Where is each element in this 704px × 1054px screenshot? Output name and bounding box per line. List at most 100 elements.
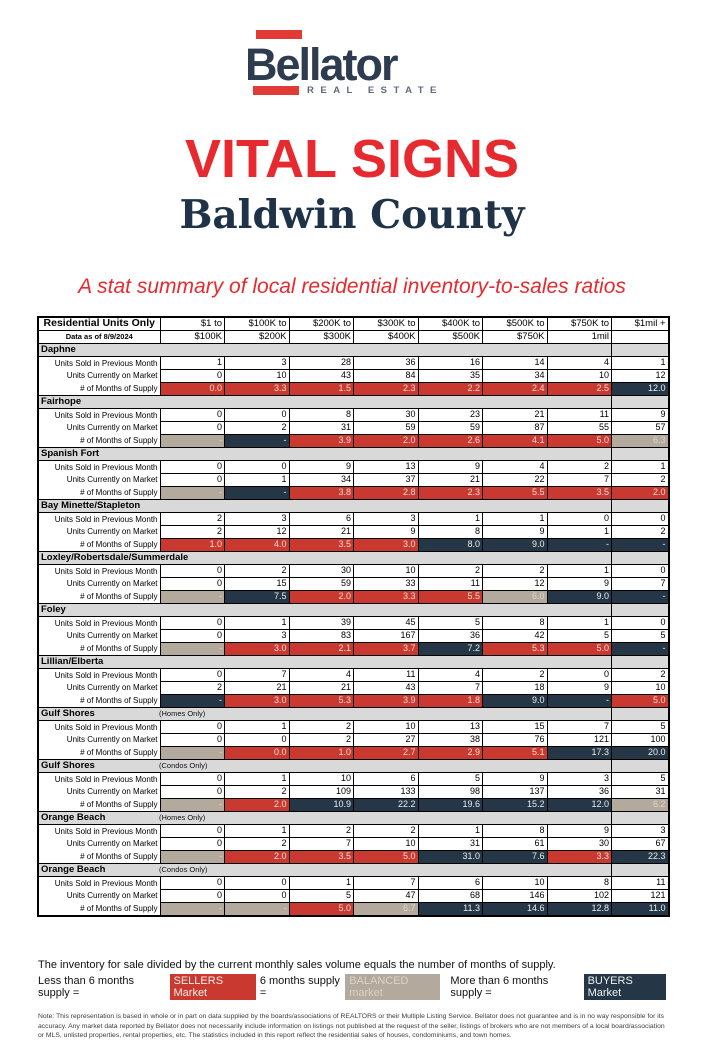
stat-cell: 2	[224, 784, 290, 799]
row-label: Units Currently on Market	[38, 785, 161, 799]
stat-cell: 1	[611, 355, 669, 370]
stat-cell: 1	[224, 472, 290, 487]
stat-cell: 21	[224, 680, 290, 695]
stat-cell: 21	[417, 472, 483, 487]
stat-cell: 42	[482, 628, 548, 643]
stat-cell: 1	[546, 615, 612, 630]
table-row: Units Sold in Previous Month 0 1 2 10 13 15 7 5	[38, 719, 669, 734]
section-name: Spanish Fort	[41, 448, 100, 460]
legend-balanced-prefix: 6 months supply =	[259, 974, 340, 999]
stat-cell: 7	[353, 875, 419, 890]
price-column-header: $1mil +	[611, 316, 669, 331]
row-label: # of Months of Supply	[38, 902, 161, 916]
supply-cell: 4.1	[482, 433, 548, 448]
logo-wordmark: Bellator	[245, 39, 399, 90]
table-row: Units Currently on Market 0 2 7 10 31 61 30 67	[38, 836, 669, 851]
table-row: Units Sold in Previous Month 2 3 6 3 1 1 0 0	[38, 511, 669, 526]
stat-cell: 12	[224, 524, 290, 539]
supply-cell: 8.0	[417, 537, 483, 552]
table-row: # of Months of Supply - -3.8 2.8 2.3 5.5 3.5 2.…	[38, 485, 669, 500]
stat-cell: 5	[546, 628, 612, 643]
section-name: Bay Minette/Stapleton	[41, 500, 141, 512]
table-row: Units Currently on Market 0 0 5 47 68 146 102 12…	[38, 888, 669, 903]
stat-cell: 12	[482, 576, 548, 591]
stat-cell: 9	[546, 680, 612, 695]
section-name: Gulf Shores	[41, 708, 95, 720]
stat-cell: 0	[224, 407, 290, 422]
supply-cell: 2.0	[611, 485, 669, 500]
supply-cell: 3.0	[224, 693, 290, 708]
price-column-header: $500K to	[482, 316, 548, 331]
section-header: Gulf Shores (Homes Only)	[38, 706, 612, 721]
price-column-header-line2: $400K	[353, 329, 419, 344]
stat-cell: 38	[417, 732, 483, 747]
stat-cell: 9	[482, 524, 548, 539]
table-row: Units Sold in Previous Month 0 1 2 2 1 8 9 3	[38, 823, 669, 838]
supply-cell: -	[159, 745, 225, 760]
stat-cell: 11	[417, 576, 483, 591]
supply-cell: 31.0	[417, 849, 483, 864]
supply-cell: 22.2	[353, 797, 419, 812]
supply-cell: 5.3	[288, 693, 354, 708]
stat-cell: 1	[159, 355, 225, 370]
stat-cell: 0	[159, 719, 225, 734]
supply-cell: 1.0	[288, 745, 354, 760]
stat-cell: 22	[482, 472, 548, 487]
stat-cell: 5	[611, 771, 669, 786]
stat-cell: 3	[611, 823, 669, 838]
stat-cell: 9	[417, 459, 483, 474]
supply-cell: 12.0	[611, 381, 669, 396]
sellers-market-badge: SELLERS Market	[169, 973, 256, 1000]
stat-cell: 10	[482, 875, 548, 890]
row-label: Units Sold in Previous Month	[38, 616, 161, 630]
table-row: Units Sold in Previous Month 0 1 10 6 5 9 3 5	[38, 771, 669, 786]
stat-cell: 34	[288, 472, 354, 487]
section-header: Orange Beach (Condos Only)	[38, 862, 612, 877]
row-label: Units Sold in Previous Month	[38, 772, 161, 786]
stat-cell: 15	[482, 719, 548, 734]
supply-definition: The inventory for sale divided by the cu…	[38, 958, 556, 971]
stat-cell: 83	[288, 628, 354, 643]
supply-cell: -	[224, 433, 290, 448]
stat-cell: 2	[482, 667, 548, 682]
stat-cell: 36	[353, 355, 419, 370]
supply-cell: 3.9	[288, 433, 354, 448]
section-row: Gulf Shores (Condos Only)	[38, 758, 669, 773]
supply-cell: 5.0	[288, 901, 354, 917]
section-row: Spanish Fort	[38, 446, 669, 461]
stat-cell: 10	[353, 836, 419, 851]
stat-cell: 6	[353, 771, 419, 786]
stat-cell: 2	[611, 472, 669, 487]
row-label: # of Months of Supply	[38, 694, 161, 708]
stat-cell: 0	[611, 563, 669, 578]
supply-cell: 5.0	[546, 641, 612, 656]
supply-cell: 6.2	[611, 797, 669, 812]
row-label: Units Sold in Previous Month	[38, 460, 161, 474]
stat-cell: 18	[482, 680, 548, 695]
table-row: Units Sold in Previous Month 1 3 28 36 16 14 4 1	[38, 355, 669, 370]
disclaimer-note: Note: This representation is based in wh…	[38, 1012, 665, 1040]
supply-cell: 6.0	[482, 589, 548, 604]
stat-cell: 0	[159, 823, 225, 838]
supply-cell: 1.0	[159, 537, 225, 552]
stat-cell: 84	[353, 368, 419, 383]
row-label: # of Months of Supply	[38, 590, 161, 604]
section-name: Fairhope	[41, 396, 82, 408]
section-header-end	[611, 342, 669, 357]
supply-cell: 2.3	[417, 485, 483, 500]
supply-cell: 15.2	[482, 797, 548, 812]
row-label: Units Currently on Market	[38, 525, 161, 539]
stat-cell: 59	[288, 576, 354, 591]
section-name: Loxley/Robertsdale/Summerdale	[41, 552, 189, 564]
stat-cell: 2	[224, 420, 290, 435]
stat-cell: 2	[353, 823, 419, 838]
stat-cell: 21	[288, 524, 354, 539]
stat-cell: 2	[611, 524, 669, 539]
table-row: Units Sold in Previous Month 0 0 8 30 23 21 11 9	[38, 407, 669, 422]
stat-cell: 3	[224, 628, 290, 643]
stat-cell: 43	[288, 368, 354, 383]
stat-cell: 1	[417, 511, 483, 526]
stat-cell: 30	[546, 836, 612, 851]
section-header: Spanish Fort	[38, 446, 612, 461]
price-column-header: $300K to	[353, 316, 419, 331]
